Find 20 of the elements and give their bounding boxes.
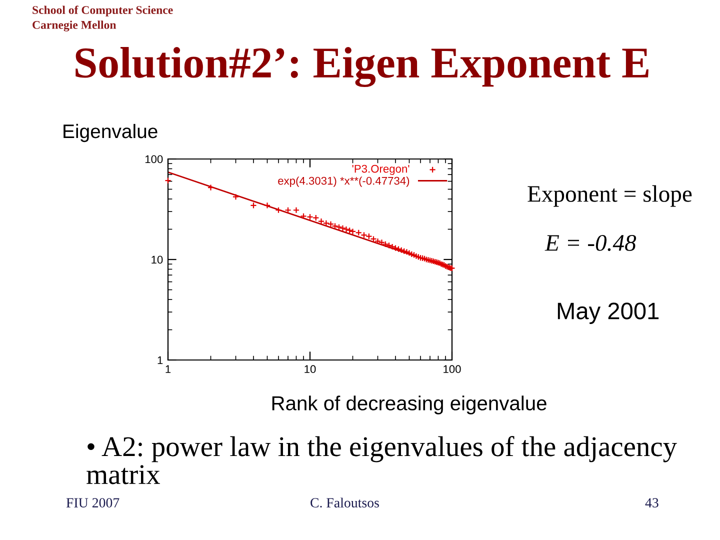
text: FIU 2007	[66, 498, 120, 508]
x-tick-label: 1	[166, 365, 171, 373]
text: Exponent = slope	[528, 185, 692, 207]
x-tick-label: 100	[444, 365, 461, 374]
chart-title: Solution#2’: Eigen Exponent E	[76, 46, 648, 88]
text: E = -0.48	[544, 234, 636, 252]
legend-label: exp(4.3031) *x**(-0.47734)	[278, 176, 410, 187]
y-tick-label: 100	[145, 155, 163, 164]
x-axis-title: Rank of decreasing eigenvalue	[272, 396, 546, 414]
y-tick-label: 1	[158, 356, 163, 364]
text: 43	[645, 498, 658, 508]
text: • A2: power law in the eigenvalues of the adjacency matrix	[86, 436, 677, 484]
x-tick-label: 10	[304, 365, 316, 374]
y-tick-label: 10	[152, 256, 163, 264]
text: School of Computer Science	[32, 6, 173, 16]
text: C. Faloutsos	[310, 498, 379, 508]
legend-label: 'P3.Oregon'	[352, 164, 410, 175]
text: May 2001	[558, 302, 659, 324]
text: Carnegie Mellon	[32, 20, 116, 32]
y-axis-title: Eigenvalue	[64, 124, 158, 142]
